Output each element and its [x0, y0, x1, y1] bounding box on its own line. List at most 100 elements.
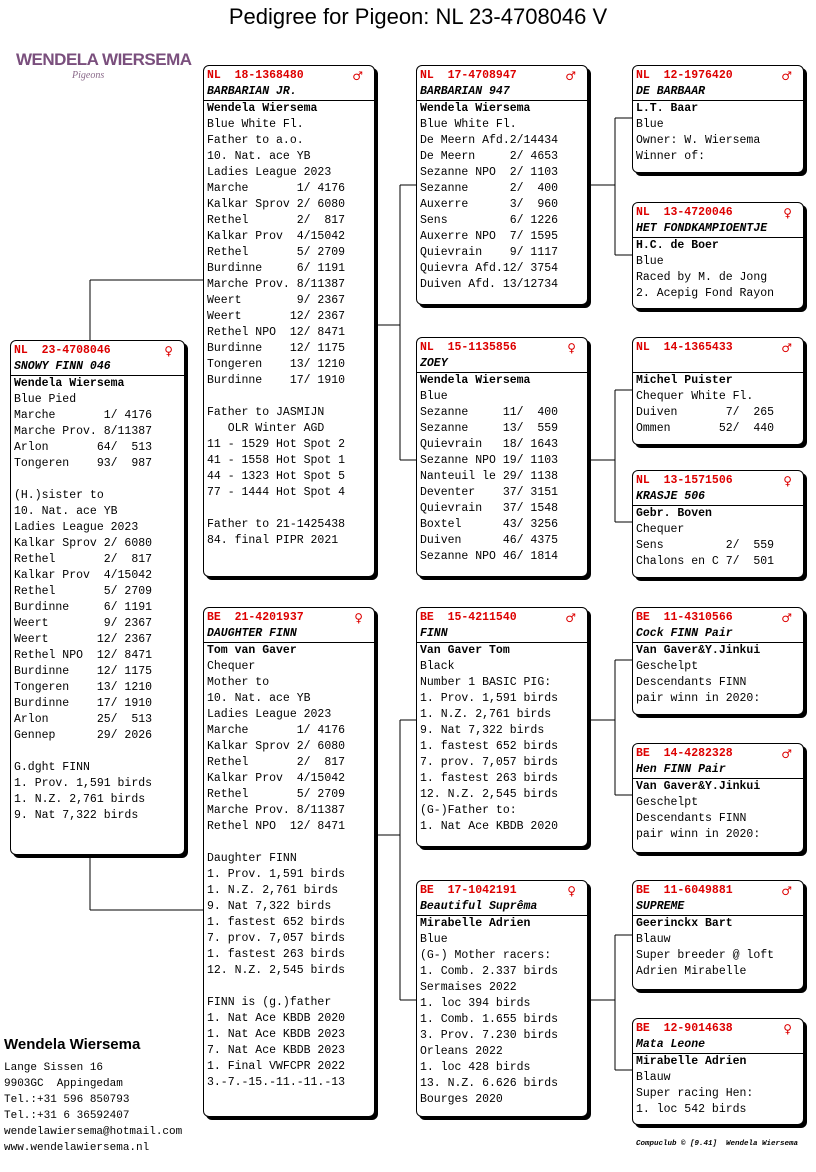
info-line: Blue Pied — [14, 393, 77, 406]
breeder: Michel Puister — [636, 374, 733, 387]
pigeon-name: Beautiful Suprêma — [417, 899, 587, 916]
sex-symbol: ♂ — [565, 611, 576, 625]
info-line: 1. N.Z. 2,761 birds — [14, 793, 146, 806]
pigeon-name: Mata Leone — [633, 1037, 803, 1054]
info-line: Rethel NPO 12/ 8471 — [207, 326, 346, 339]
info-line: 84. final PIPR 2021 — [207, 534, 339, 547]
info-line: Number 1 BASIC PIG: — [420, 676, 552, 689]
info-line: Blue — [636, 118, 664, 131]
breeder: Van Gaver Tom — [420, 644, 510, 657]
sex-symbol: ♀ — [164, 344, 173, 358]
info-line: 9. Nat 7,322 birds — [420, 724, 545, 737]
info-line: Burdinne 17/ 1910 — [14, 697, 153, 710]
info-line: Sezanne NPO 46/ 1814 — [420, 550, 559, 563]
info-line: Father to JASMIJN — [207, 406, 325, 419]
info-line: Rethel NPO 12/ 8471 — [14, 649, 153, 662]
logo-name: WENDELA WIERSEMA — [16, 50, 192, 69]
info-line: Blue White Fl. — [207, 118, 304, 131]
info-line: Rethel 5/ 2709 — [207, 246, 346, 259]
info-line: Father to 21-1425438 — [207, 518, 346, 531]
breeder: Mirabelle Adrien — [420, 917, 531, 930]
info-line: De Meern 2/ 4653 — [420, 150, 559, 163]
info-line: Duiven Afd. 13/12734 — [420, 278, 559, 291]
ring: BE 15-4211540 — [420, 611, 517, 624]
info-line: Blue — [636, 255, 664, 268]
info-line: 3. Prov. 7.230 birds — [420, 1029, 559, 1042]
ring-number: BE 11-6049881 ♂ — [636, 883, 800, 899]
breeder: Wendela Wiersema — [420, 374, 531, 387]
info-line: Sezanne NPO 2/ 1103 — [420, 166, 559, 179]
ring-number: BE 12-9014638 ♀ — [636, 1021, 800, 1037]
info-line: Tongeren 13/ 1210 — [207, 358, 346, 371]
ring-number: BE 15-4211540 ♂ — [420, 610, 584, 626]
pigeon-name: DE BARBAAR — [633, 84, 803, 101]
ring-number: NL 23-4708046 ♀ — [14, 343, 181, 359]
pigeon-name: FINN — [417, 626, 587, 643]
ring-number: NL 13-4720046 ♀ — [636, 205, 800, 221]
info-line: Bourges 2020 — [420, 1093, 503, 1106]
info-line: Rethel 5/ 2709 — [207, 788, 346, 801]
ring-number: BE 11-4310566 ♂ — [636, 610, 800, 626]
logo-tagline: Pigeons — [72, 70, 105, 81]
pigeon-name: DAUGHTER FINN — [204, 626, 374, 643]
info-line: Quievrain 9/ 1117 — [420, 246, 559, 259]
breeder: Wendela Wiersema — [207, 102, 318, 115]
info-line: Sezanne NPO 19/ 1103 — [420, 454, 559, 467]
pigeon-card: NL 18-1368480 ♂ BARBARIAN JR. Wendela Wiers… — [203, 65, 375, 577]
info-line: 12. N.Z. 2,545 birds — [420, 788, 559, 801]
info-line: 44 - 1323 Hot Spot 5 — [207, 470, 346, 483]
info-line: Sens 2/ 559 — [636, 539, 775, 552]
info-line: 7. prov. 7,057 birds — [420, 756, 559, 769]
info-line: Sermaises 2022 — [420, 981, 517, 994]
info-line: Weert 12/ 2367 — [14, 633, 153, 646]
breeder: Van Gaver&Y.Jinkui — [636, 644, 761, 657]
info-line: Burdinne 6/ 1191 — [14, 601, 153, 614]
info-line: Ladies League 2023 — [207, 708, 332, 721]
info-line: Ommen 52/ 440 — [636, 422, 775, 435]
info-line: Geschelpt — [636, 796, 699, 809]
breeder: H.C. de Boer — [636, 239, 719, 252]
pigeon-card: BE 14-4282328 ♂ Hen FINN Pair Van Gaver&Y.J… — [632, 743, 804, 853]
info-line: (G-)Father to: — [420, 804, 517, 817]
info-line: 9. Nat 7,322 birds — [207, 900, 332, 913]
info-line: Rethel 5/ 2709 — [14, 585, 153, 598]
info-line: Chequer — [636, 523, 685, 536]
info-line: 1. Final VWFCPR 2022 — [207, 1060, 346, 1073]
sex-symbol: ♂ — [781, 611, 792, 625]
info-line: Marche Prov. 8/11387 — [207, 278, 346, 291]
pigeon-card: NL 17-4708947 ♂ BARBARIAN 947 Wendela Wiers… — [416, 65, 588, 305]
contact-line: www.wendelawiersema.nl — [4, 1142, 150, 1154]
pigeon-name: SNOWY FINN 046 — [11, 359, 184, 376]
sex-symbol: ♀ — [783, 474, 792, 488]
ring: NL 13-1571506 — [636, 474, 733, 487]
info-line: 7. Nat Ace KBDB 2023 — [207, 1044, 346, 1057]
info-line: Sezanne 2/ 400 — [420, 182, 559, 195]
ring: NL 15-1135856 — [420, 341, 517, 354]
info-line: Burdinne 6/ 1191 — [207, 262, 346, 275]
page-title: Pedigree for Pigeon: NL 23-4708046 V — [228, 4, 608, 29]
info-line: Marche Prov. 8/11387 — [14, 425, 153, 438]
info-line: Tongeren 93/ 987 — [14, 457, 153, 470]
info-line: Blue White Fl. — [420, 118, 517, 131]
pigeon-name: BARBARIAN 947 — [417, 84, 587, 101]
info-line: Weert 12/ 2367 — [207, 310, 346, 323]
info-line: Geschelpt — [636, 660, 699, 673]
info-line: 13. N.Z. 6.626 birds — [420, 1077, 559, 1090]
pigeon-card: NL 12-1976420 ♂ DE BARBAAR L.T. Baar Blue Own… — [632, 65, 804, 173]
info-line: Burdinne 17/ 1910 — [207, 374, 346, 387]
info-line: Raced by M. de Jong — [636, 271, 768, 284]
info-line: Arlon 25/ 513 — [14, 713, 153, 726]
ring: NL 17-4708947 — [420, 69, 517, 82]
info-line: Orleans 2022 — [420, 1045, 503, 1058]
pigeon-name: SUPREME — [633, 899, 803, 916]
info-line: Chequer — [207, 660, 256, 673]
ring: BE 14-4282328 — [636, 747, 733, 760]
info-line: 1. fastest 652 birds — [420, 740, 559, 753]
ring: NL 14-1365433 — [636, 341, 733, 354]
contact-line: Tel.:+31 596 850793 — [4, 1094, 130, 1106]
ring: BE 17-1042191 — [420, 884, 517, 897]
ring: BE 21-4201937 — [207, 611, 304, 624]
info-line: Burdinne 12/ 1175 — [14, 665, 153, 678]
info-line: Ladies League 2023 — [14, 521, 139, 534]
info-line: 2. Acepig Fond Rayon — [636, 287, 775, 300]
